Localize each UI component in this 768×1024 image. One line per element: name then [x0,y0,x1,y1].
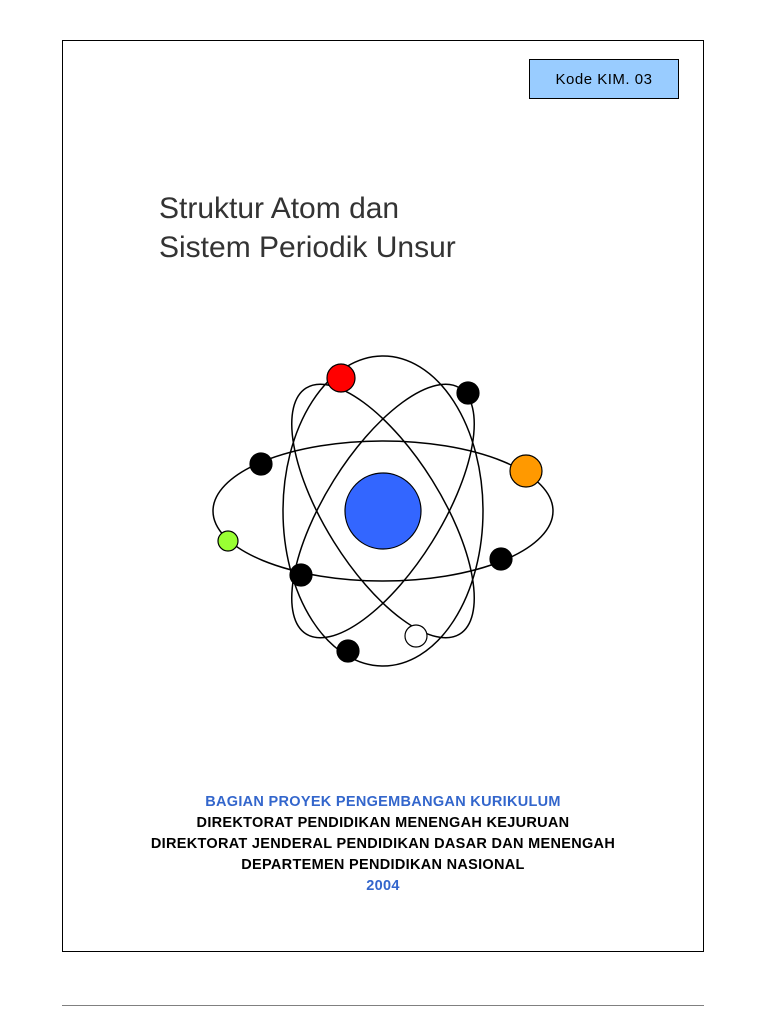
title-line-2: Sistem Periodik Unsur [159,228,456,267]
footer-line: DIREKTORAT PENDIDIKAN MENENGAH KEJURUAN [63,813,703,834]
electron-circle [250,453,272,475]
code-badge-label: Kode KIM. 03 [556,71,653,88]
electron-circle [457,382,479,404]
electron-circle [327,364,355,392]
electron-circle [290,564,312,586]
footer-line: BAGIAN PROYEK PENGEMBANGAN KURIKULUM [63,792,703,813]
atom-diagram [183,341,583,681]
electron-circle [490,548,512,570]
footer-line: 2004 [63,876,703,897]
bottom-rule [62,1005,704,1006]
electron-circle [337,640,359,662]
nucleus-circle [345,473,421,549]
document-title: Struktur Atom dan Sistem Periodik Unsur [159,189,456,267]
electron-circle [510,455,542,487]
footer-line: DEPARTEMEN PENDIDIKAN NASIONAL [63,855,703,876]
footer-block: BAGIAN PROYEK PENGEMBANGAN KURIKULUMDIRE… [63,792,703,897]
footer-line: DIREKTORAT JENDERAL PENDIDIKAN DASAR DAN… [63,834,703,855]
title-line-1: Struktur Atom dan [159,189,456,228]
page-frame: Kode KIM. 03 Struktur Atom dan Sistem Pe… [62,40,704,952]
electron-circle [405,625,427,647]
code-badge: Kode KIM. 03 [529,59,679,99]
electron-circle [218,531,238,551]
